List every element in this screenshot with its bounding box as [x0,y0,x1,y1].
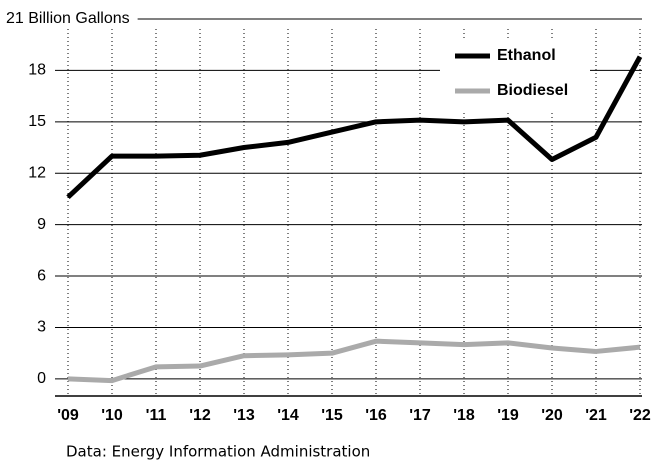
x-tick-label: '18 [453,407,475,424]
x-tick-label: '09 [57,407,79,424]
y-tick-label: 18 [28,62,46,79]
x-tick-label: '17 [409,407,431,424]
x-tick-label: '20 [541,407,563,424]
y-tick-label: 6 [37,267,46,284]
data-line [66,55,643,200]
x-tick-label: '16 [365,407,387,424]
x-tick-label: '10 [101,407,123,424]
y-tick-label: 3 [37,319,46,336]
legend: Ethanol Biodiesel [440,40,590,110]
y-tick-label: 9 [37,216,46,233]
y-axis-top-label: 21 Billion Gallons [6,10,130,27]
x-tick-label: '21 [585,407,607,424]
x-tick-label: '22 [629,407,651,424]
x-tick-label: '15 [321,407,343,424]
y-tick-label: 0 [37,370,46,387]
x-tick-label: '12 [189,407,211,424]
x-tick-label: '11 [146,407,167,424]
legend-label: Biodiesel [497,82,568,99]
legend-label: Ethanol [497,47,556,64]
source-note: Data: Energy Information Administration [66,443,370,461]
y-tick-label: 12 [28,164,46,181]
data-line [67,338,641,384]
legend-background [440,40,590,110]
x-tick-label: '13 [233,407,255,424]
x-tick-label: '19 [497,407,519,424]
y-tick-label: 15 [28,113,46,130]
x-tick-label: '14 [277,407,299,424]
